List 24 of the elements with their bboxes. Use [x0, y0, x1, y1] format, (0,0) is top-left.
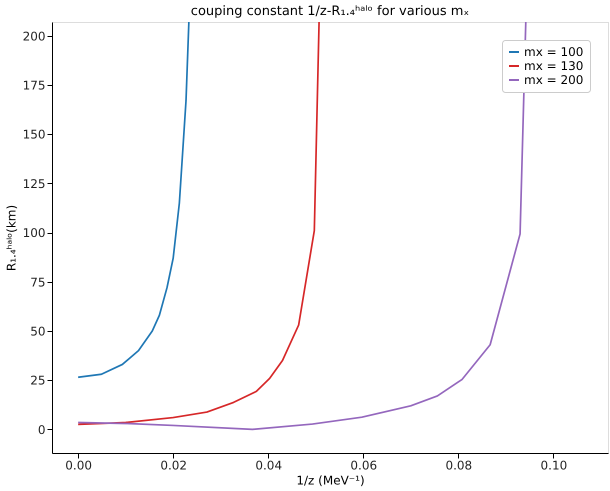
y-tick-label: 100	[22, 226, 46, 240]
chart-title: couping constant 1/z-R₁.₄ʰᵃˡᵒ for various mₓ	[190, 4, 470, 19]
x-tick-label: 0.06	[350, 458, 378, 472]
x-tick-label: 0.10	[540, 458, 568, 472]
x-axis-title: 1/z (MeV⁻¹)	[296, 474, 365, 488]
y-tick-label: 75	[30, 275, 46, 290]
legend-label: mx = 200	[524, 73, 584, 87]
x-tick-label: 0.04	[255, 458, 282, 472]
y-tick-label: 125	[22, 176, 46, 191]
y-tick-label: 200	[22, 29, 46, 44]
y-tick-label: 50	[30, 324, 46, 338]
x-tick-label: 0.02	[160, 458, 188, 472]
y-tick-label: 175	[22, 78, 46, 92]
line-series	[77, 22, 527, 430]
legend-label: mx = 100	[524, 45, 584, 59]
line-series	[77, 22, 320, 426]
x-tick-label: 0.08	[445, 458, 472, 472]
y-tick-label: 150	[22, 128, 46, 142]
y-tick-label: 25	[30, 374, 46, 388]
y-tick-label: 0	[38, 422, 46, 437]
x-tick-label: 0.00	[65, 458, 92, 472]
y-axis-title: R₁.₄ʰᵃˡᵒ(km)	[4, 204, 19, 272]
legend-label: mx = 130	[524, 59, 584, 73]
line-series	[77, 22, 190, 378]
